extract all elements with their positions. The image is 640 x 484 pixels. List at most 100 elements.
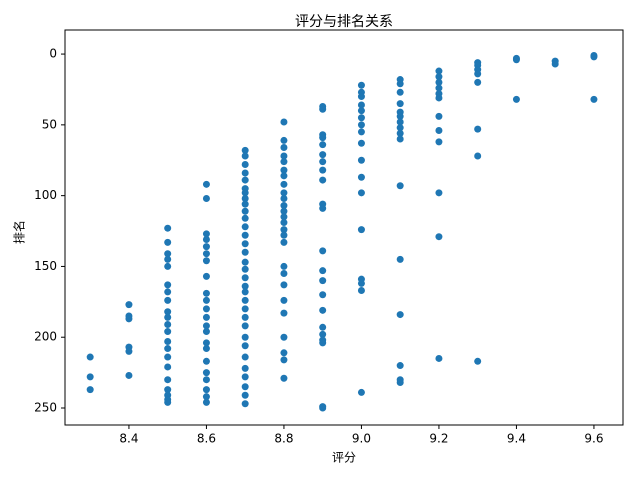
point xyxy=(202,328,210,336)
point xyxy=(202,313,210,321)
point xyxy=(280,189,288,197)
point xyxy=(512,95,520,103)
point xyxy=(241,146,249,154)
point xyxy=(357,279,365,287)
point xyxy=(396,255,404,263)
point xyxy=(280,296,288,304)
point xyxy=(164,398,172,406)
point xyxy=(435,78,443,86)
point xyxy=(280,333,288,341)
point xyxy=(241,169,249,177)
point xyxy=(202,386,210,394)
point xyxy=(164,250,172,258)
x-tick-label: 9.4 xyxy=(507,432,526,446)
point xyxy=(202,339,210,347)
point xyxy=(125,315,133,323)
point xyxy=(241,223,249,231)
point xyxy=(396,88,404,96)
x-tick-label: 9.0 xyxy=(352,432,371,446)
point xyxy=(241,176,249,184)
point xyxy=(164,328,172,336)
point xyxy=(164,320,172,328)
point xyxy=(241,400,249,408)
point xyxy=(396,379,404,387)
point xyxy=(474,125,482,133)
point xyxy=(86,386,94,394)
point xyxy=(396,112,404,120)
point xyxy=(164,337,172,345)
point xyxy=(164,386,172,394)
point xyxy=(280,207,288,215)
point xyxy=(241,282,249,290)
point xyxy=(319,151,327,159)
point xyxy=(357,93,365,101)
point xyxy=(319,166,327,174)
point xyxy=(241,288,249,296)
point xyxy=(396,135,404,143)
point xyxy=(164,353,172,361)
point xyxy=(435,138,443,146)
point xyxy=(202,180,210,188)
point xyxy=(164,376,172,384)
point xyxy=(164,313,172,321)
point xyxy=(396,311,404,319)
point xyxy=(86,353,94,361)
point xyxy=(202,230,210,238)
point xyxy=(280,180,288,188)
point xyxy=(202,289,210,297)
point xyxy=(125,371,133,379)
point xyxy=(202,393,210,401)
point xyxy=(202,257,210,265)
point xyxy=(319,306,327,314)
point xyxy=(590,53,598,61)
point xyxy=(280,202,288,210)
point xyxy=(396,118,404,126)
x-tick-label: 8.4 xyxy=(119,432,138,446)
point xyxy=(164,262,172,270)
point xyxy=(357,189,365,197)
point xyxy=(319,323,327,331)
point xyxy=(474,357,482,365)
point xyxy=(357,287,365,295)
point xyxy=(241,200,249,208)
point xyxy=(241,296,249,304)
point xyxy=(241,373,249,381)
point xyxy=(280,144,288,152)
point xyxy=(319,339,327,347)
point xyxy=(474,152,482,160)
point xyxy=(280,158,288,166)
point xyxy=(319,247,327,255)
point xyxy=(241,391,249,399)
point xyxy=(241,353,249,361)
point xyxy=(241,265,249,273)
y-tick-label: 50 xyxy=(42,117,57,131)
point xyxy=(202,322,210,330)
point xyxy=(319,204,327,212)
point xyxy=(590,95,598,103)
point xyxy=(280,172,288,180)
point xyxy=(357,139,365,147)
x-tick-label: 9.6 xyxy=(584,432,603,446)
point xyxy=(357,156,365,164)
y-axis-label: 排名 xyxy=(12,220,27,244)
point xyxy=(435,233,443,241)
point xyxy=(435,67,443,75)
point xyxy=(164,296,172,304)
point xyxy=(280,374,288,382)
point xyxy=(164,288,172,296)
point xyxy=(241,231,249,239)
point xyxy=(241,160,249,168)
chart-title: 评分与排名关系 xyxy=(295,14,393,30)
point xyxy=(319,404,327,412)
point xyxy=(396,124,404,132)
point xyxy=(125,347,133,355)
point xyxy=(396,182,404,190)
point xyxy=(319,267,327,275)
point xyxy=(357,226,365,234)
y-tick-label: 0 xyxy=(49,47,57,61)
point xyxy=(202,272,210,280)
point xyxy=(319,141,327,149)
point xyxy=(319,134,327,142)
point xyxy=(280,281,288,289)
point xyxy=(164,345,172,353)
